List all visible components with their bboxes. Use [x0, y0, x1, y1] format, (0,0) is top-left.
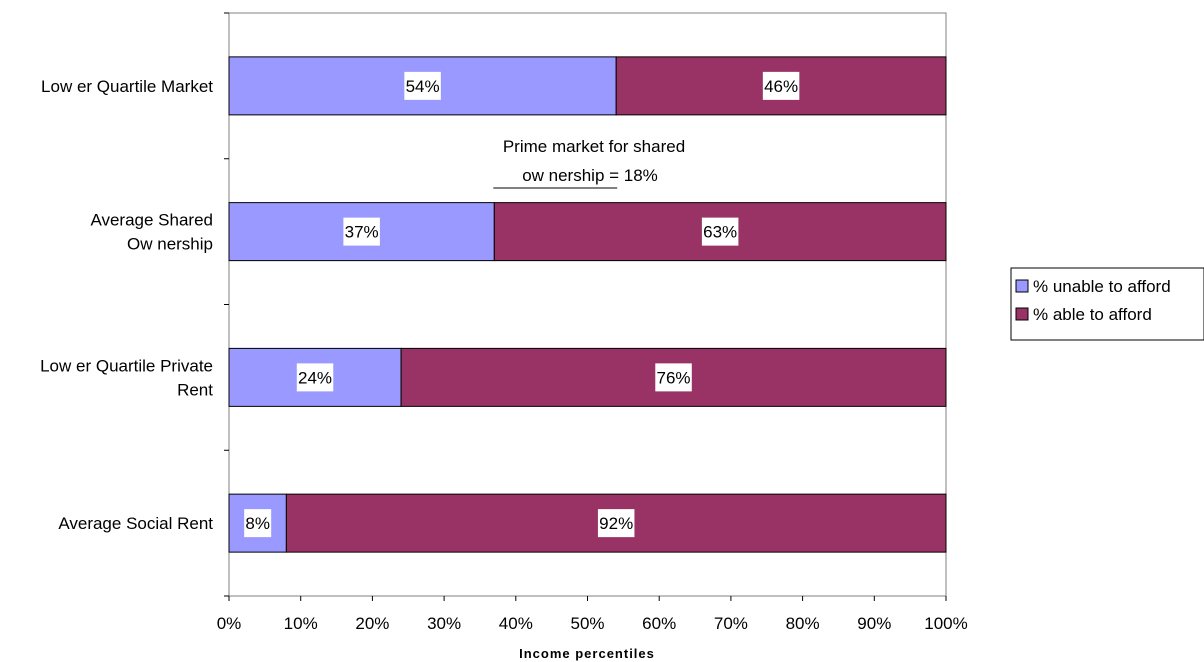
x-tick-label-6: 60%: [642, 614, 676, 633]
x-tick-label-7: 70%: [714, 614, 748, 633]
x-axis-ticks: 0% 10% 20% 30% 40% 50% 60% 70% 80% 90% 100%: [217, 596, 968, 633]
data-label-bg-1-2: [655, 363, 692, 392]
category-label-0-0: Low er Quartile Market: [41, 77, 213, 96]
category-label-1-1: Ow nership: [127, 235, 213, 254]
x-tick-label-3: 30%: [427, 614, 461, 633]
legend-label-0: % unable to afford: [1033, 277, 1171, 296]
data-label-bg-0-2: [296, 363, 334, 392]
data-label-bg-0-1: [343, 217, 380, 246]
data-label-bg-0-3: [244, 509, 272, 538]
category-label-2-0: Low er Quartile Private: [40, 356, 213, 375]
x-tick-label-4: 40%: [499, 614, 533, 633]
legend-box: [1010, 267, 1204, 341]
data-label-bg-1-3: [597, 509, 635, 538]
x-tick-label-10: 100%: [924, 614, 967, 633]
data-label-0-0: 54%: [406, 77, 440, 96]
data-label-1-3: 92%: [599, 514, 633, 533]
category-labels: Low er Quartile Market Average Shared Ow n…: [40, 77, 213, 533]
data-label-bg-1-1: [701, 217, 739, 246]
category-label-3-0: Average Social Rent: [58, 514, 213, 533]
x-tick-label-8: 80%: [786, 614, 820, 633]
data-label-0-2: 24%: [298, 368, 332, 387]
x-tick-label-0: 0%: [217, 614, 242, 633]
data-label-1-0: 46%: [764, 77, 798, 96]
annotation-line-2: ow nership = 18%: [522, 166, 658, 185]
x-axis-title: Income percentiles: [519, 646, 655, 661]
legend-swatch-0: [1015, 279, 1029, 293]
data-label-0-3: 8%: [245, 514, 270, 533]
data-label-1-2: 76%: [657, 368, 691, 387]
annotation-line-1: Prime market for shared: [503, 137, 685, 156]
y-axis-ticks: [224, 12, 229, 597]
x-tick-label-9: 90%: [857, 614, 891, 633]
x-tick-label-1: 10%: [284, 614, 318, 633]
data-label-bg-0-0: [404, 71, 441, 100]
category-label-1-0: Average Shared: [90, 211, 213, 230]
legend-swatch-1: [1015, 307, 1029, 321]
bars-group: 54% 46% 37% 63% 24% 76% 8% 92%: [228, 56, 947, 553]
legend: % unable to afford % able to afford: [1010, 267, 1204, 341]
x-tick-label-2: 20%: [355, 614, 389, 633]
x-tick-label-5: 50%: [570, 614, 604, 633]
legend-label-1: % able to afford: [1033, 305, 1152, 324]
data-label-bg-1-0: [762, 71, 800, 100]
category-label-2-1: Rent: [177, 380, 213, 399]
shared-ownership-annotation: Prime market for shared ow nership = 18%: [493, 137, 685, 189]
data-label-0-1: 37%: [345, 223, 379, 242]
data-label-1-1: 63%: [703, 223, 737, 242]
